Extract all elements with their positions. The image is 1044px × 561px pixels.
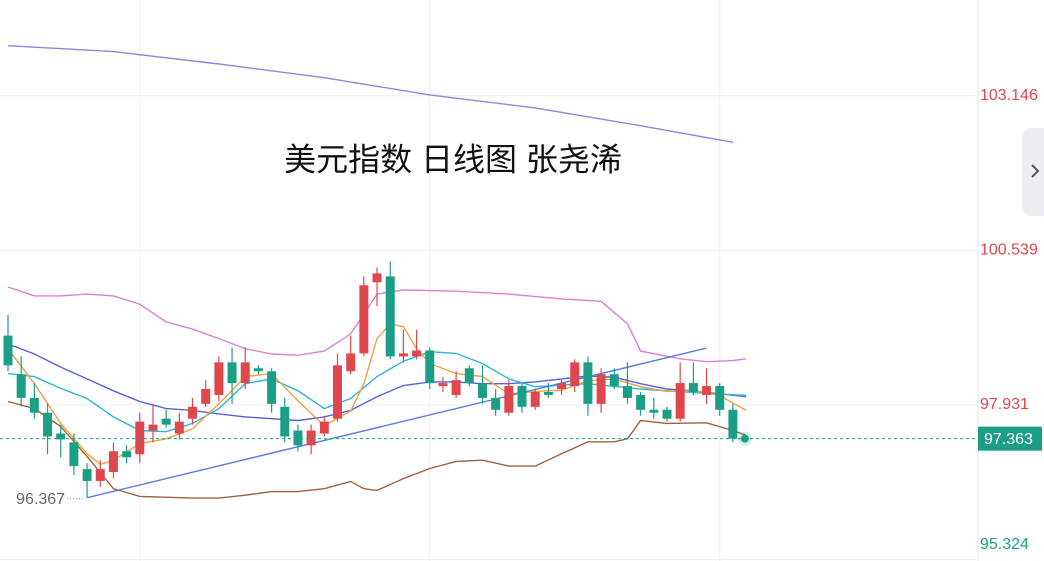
candle-body [622, 386, 632, 398]
candle-body [188, 406, 198, 419]
candle-body [543, 391, 553, 395]
low-marker-label: 96.367 [16, 491, 65, 508]
candle-body [43, 412, 53, 437]
candle-body [570, 362, 580, 387]
candle-body [214, 362, 224, 395]
candle-body [491, 397, 501, 410]
candle-body [530, 391, 540, 407]
candle-body [662, 409, 672, 419]
candle-body [688, 383, 698, 392]
candle-body [728, 409, 738, 439]
y-tick-label: 95.324 [980, 536, 1029, 553]
candle-body [702, 386, 712, 395]
candle-body [280, 406, 290, 437]
last-price-dot [740, 434, 749, 443]
candle-body [596, 374, 606, 404]
candle-body [557, 383, 567, 390]
y-tick-label: 100.539 [980, 242, 1038, 259]
candle-body [504, 386, 514, 413]
labels: 103.146 100.539 97.931 95.324 97.363 96.367 [0, 87, 1042, 553]
candle-body [451, 380, 461, 395]
candle-body [715, 386, 725, 410]
candle-body [333, 365, 342, 419]
candle-body [161, 418, 171, 425]
y-tick-label: 97.931 [980, 396, 1029, 413]
candle-body [293, 430, 303, 446]
candle-body [69, 442, 79, 467]
candle-body [583, 362, 593, 404]
candle-body [425, 350, 435, 384]
candle-body [201, 389, 211, 404]
candle-body [29, 397, 39, 413]
indicator-line [7, 350, 747, 433]
candle-body [148, 424, 158, 431]
candle-body [649, 409, 659, 413]
candle-body [174, 421, 184, 434]
candle-body [95, 469, 105, 481]
candle-body [82, 469, 92, 481]
candle-body [306, 430, 316, 446]
chevron-icon [1031, 164, 1040, 178]
candle-body [240, 362, 250, 384]
candle-body [372, 273, 382, 283]
candle-body [398, 353, 408, 357]
candle-body [3, 335, 13, 366]
candle-body [412, 350, 422, 357]
last-price-label: 97.363 [984, 431, 1033, 448]
indicator-line [7, 286, 747, 363]
candles [3, 261, 738, 498]
candle-body [385, 276, 395, 357]
candle-body [438, 383, 448, 387]
candle-body [675, 383, 685, 419]
candle-body [16, 374, 26, 398]
candle-body [227, 362, 237, 384]
indicator-line [7, 343, 747, 422]
candle-body [122, 451, 132, 458]
candle-body [319, 421, 329, 434]
chart-title: 美元指数 日线图 张尧浠 [284, 141, 622, 177]
candle-body [346, 353, 356, 372]
candle-body [464, 368, 474, 384]
indicator-line [86, 347, 707, 499]
candle-body [56, 433, 66, 440]
candle-body [135, 421, 145, 455]
candle-body [609, 374, 619, 387]
side-panel-toggle[interactable] [1022, 128, 1044, 216]
last-price-box [978, 426, 1042, 451]
candle-body [517, 386, 527, 407]
indicator-line [7, 400, 747, 499]
candle-body [636, 394, 646, 410]
y-tick-label: 103.146 [980, 87, 1038, 104]
candle-body [253, 368, 263, 372]
candle-body [477, 383, 487, 398]
candle-body [359, 285, 369, 354]
indicator-line [7, 45, 734, 143]
grid [0, 0, 978, 561]
candle-body [108, 451, 118, 473]
candle-body [267, 371, 277, 404]
